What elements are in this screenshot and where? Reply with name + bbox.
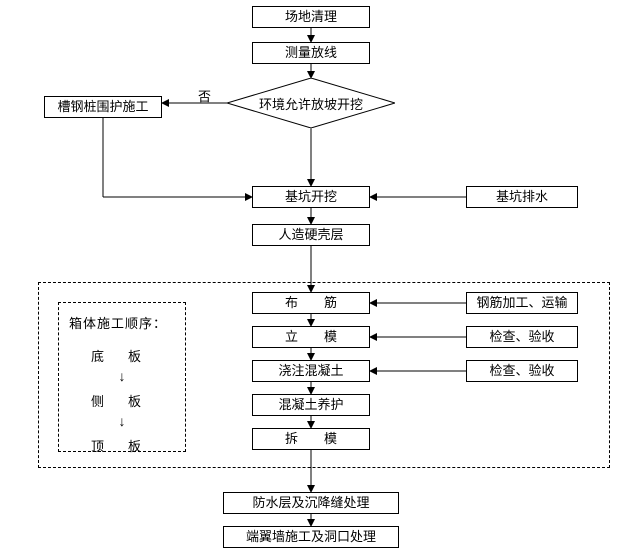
node-label: 防水层及沉降缝处理 xyxy=(252,495,369,511)
node-label: 拆 模 xyxy=(285,431,337,447)
node-label: 布 筋 xyxy=(285,295,337,311)
side-check-1: 检查、验收 xyxy=(466,326,578,348)
node-endwall: 端翼墙施工及洞口处理 xyxy=(223,526,399,548)
node-label: 测量放线 xyxy=(285,45,337,61)
node-label: 检查、验收 xyxy=(489,363,554,379)
sequence-item-0: 底板 xyxy=(69,346,175,365)
label-no: 否 xyxy=(198,86,211,105)
sequence-arrow-0: ↓ xyxy=(69,371,175,385)
node-label: 槽钢桩围护施工 xyxy=(57,99,148,115)
decision-slope: 环境允许放坡开挖 xyxy=(227,78,395,128)
decision-label: 环境允许放坡开挖 xyxy=(259,94,363,113)
side-dewatering: 基坑排水 xyxy=(466,186,578,208)
side-rebar-process: 钢筋加工、运输 xyxy=(466,292,578,314)
node-label: 浇注混凝土 xyxy=(278,363,343,379)
sequence-box: 箱体施工顺序： 底板 ↓ 侧板 ↓ 顶板 xyxy=(58,302,186,452)
node-pour-concrete: 浇注混凝土 xyxy=(252,360,370,382)
node-site-clear: 场地清理 xyxy=(252,6,370,28)
node-excavation: 基坑开挖 xyxy=(252,186,370,208)
sequence-item-1: 侧板 xyxy=(69,391,175,410)
side-check-2: 检查、验收 xyxy=(466,360,578,382)
node-waterproof: 防水层及沉降缝处理 xyxy=(223,492,399,514)
sequence-arrow-1: ↓ xyxy=(69,416,175,430)
node-label: 混凝土养护 xyxy=(278,397,343,413)
node-label: 钢筋加工、运输 xyxy=(476,295,567,311)
sequence-title: 箱体施工顺序： xyxy=(69,313,175,332)
node-strip-form: 拆 模 xyxy=(252,428,370,450)
node-hard-layer: 人造硬壳层 xyxy=(252,224,370,246)
node-label: 检查、验收 xyxy=(489,329,554,345)
node-label: 端翼墙施工及洞口处理 xyxy=(246,529,376,545)
node-curing: 混凝土养护 xyxy=(252,394,370,416)
node-label: 人造硬壳层 xyxy=(278,227,343,243)
node-survey: 测量放线 xyxy=(252,42,370,64)
node-label: 立 模 xyxy=(285,329,337,345)
node-label: 基坑开挖 xyxy=(285,189,337,205)
node-sheet-pile: 槽钢桩围护施工 xyxy=(44,96,162,118)
node-label: 场地清理 xyxy=(285,9,337,25)
node-label: 基坑排水 xyxy=(496,189,548,205)
node-formwork: 立 模 xyxy=(252,326,370,348)
sequence-item-2: 顶板 xyxy=(69,436,175,455)
node-rebar: 布 筋 xyxy=(252,292,370,314)
